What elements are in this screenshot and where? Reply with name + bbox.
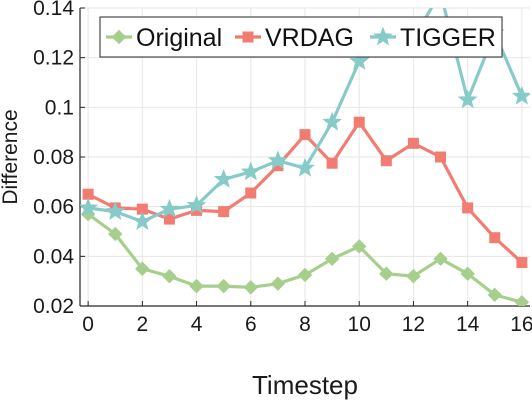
legend-entry-vrdag: VRDAG <box>235 24 354 52</box>
data-point-vrdag <box>353 116 365 128</box>
data-point-tigger <box>105 201 126 221</box>
data-point-tigger <box>159 198 180 218</box>
data-point-tigger <box>322 111 343 131</box>
data-point-original <box>108 226 123 242</box>
data-point-tigger <box>80 197 99 217</box>
legend-marker-star <box>373 26 393 46</box>
data-point-original <box>514 295 530 306</box>
data-point-vrdag <box>163 213 175 225</box>
y-axis-label: Difference <box>0 109 22 204</box>
data-point-tigger <box>267 150 288 170</box>
data-point-original <box>189 278 204 294</box>
data-point-vrdag <box>435 151 447 163</box>
data-point-vrdag <box>326 157 338 169</box>
data-point-tigger <box>186 195 207 214</box>
data-point-vrdag <box>462 202 474 214</box>
x-tick-label: 10 <box>348 313 371 336</box>
data-point-original <box>379 266 394 281</box>
data-point-vrdag <box>218 206 230 218</box>
data-point-tigger <box>511 85 530 105</box>
axes-frame <box>79 7 530 307</box>
y-tick-label: 0.06 <box>33 196 74 219</box>
data-point-tigger <box>295 157 315 177</box>
data-point-original <box>243 280 258 295</box>
data-point-tigger <box>213 168 234 188</box>
legend-label: VRDAG <box>265 24 354 52</box>
y-tick-label: 0.14 <box>33 0 74 20</box>
x-axis-label: Timestep <box>252 370 358 400</box>
y-tick-label: 0.1 <box>45 96 74 119</box>
x-tick-label: 0 <box>82 313 94 336</box>
x-tick-label: 6 <box>245 313 257 336</box>
data-point-original <box>406 268 421 284</box>
data-point-original <box>135 261 150 276</box>
x-tick-label: 16 <box>510 313 532 336</box>
data-point-original <box>270 276 286 291</box>
data-point-tigger <box>457 89 478 109</box>
data-point-original <box>352 239 367 254</box>
x-tick-label: 8 <box>299 313 311 336</box>
legend-label: Original <box>136 24 222 52</box>
legend-marker-diamond <box>111 29 127 45</box>
data-point-vrdag <box>489 232 501 244</box>
data-point-vrdag <box>299 129 311 141</box>
data-point-original <box>216 278 231 294</box>
data-point-original <box>460 266 475 281</box>
series-original <box>80 206 530 306</box>
data-point-tigger <box>132 211 153 230</box>
data-point-original <box>297 267 313 283</box>
legend-marker-square <box>242 31 254 43</box>
data-point-original <box>324 251 340 267</box>
data-point-vrdag <box>516 257 528 269</box>
x-tick-label: 14 <box>456 313 480 336</box>
x-tick-label: 2 <box>137 313 149 336</box>
data-point-vrdag <box>407 137 419 149</box>
legend-label: TIGGER <box>400 24 496 52</box>
data-point-tigger <box>349 50 370 70</box>
legend: Original VRDAG TIGGER <box>99 16 503 58</box>
series-vrdag <box>82 116 528 269</box>
data-point-original <box>433 251 448 267</box>
data-point-original <box>162 268 177 284</box>
legend-entry-original: Original <box>106 24 222 52</box>
data-point-original <box>487 287 502 303</box>
tick-labels: 0 2 4 6 8 10 12 14 16 0.02 0.04 0.06 0.08 0.1 0.12 0.14 <box>33 0 532 336</box>
y-tick-label: 0.12 <box>33 47 74 70</box>
data-point-vrdag <box>380 155 392 167</box>
y-tick-label: 0.02 <box>33 295 74 318</box>
data-point-vrdag <box>245 187 257 199</box>
y-tick-label: 0.08 <box>33 146 74 169</box>
x-tick-label: 4 <box>191 313 203 336</box>
data-point-tigger <box>240 161 261 181</box>
y-tick-label: 0.04 <box>33 245 74 268</box>
legend-entry-tigger: TIGGER <box>370 24 496 52</box>
legend-box <box>99 16 503 58</box>
x-tick-label: 12 <box>402 313 425 336</box>
